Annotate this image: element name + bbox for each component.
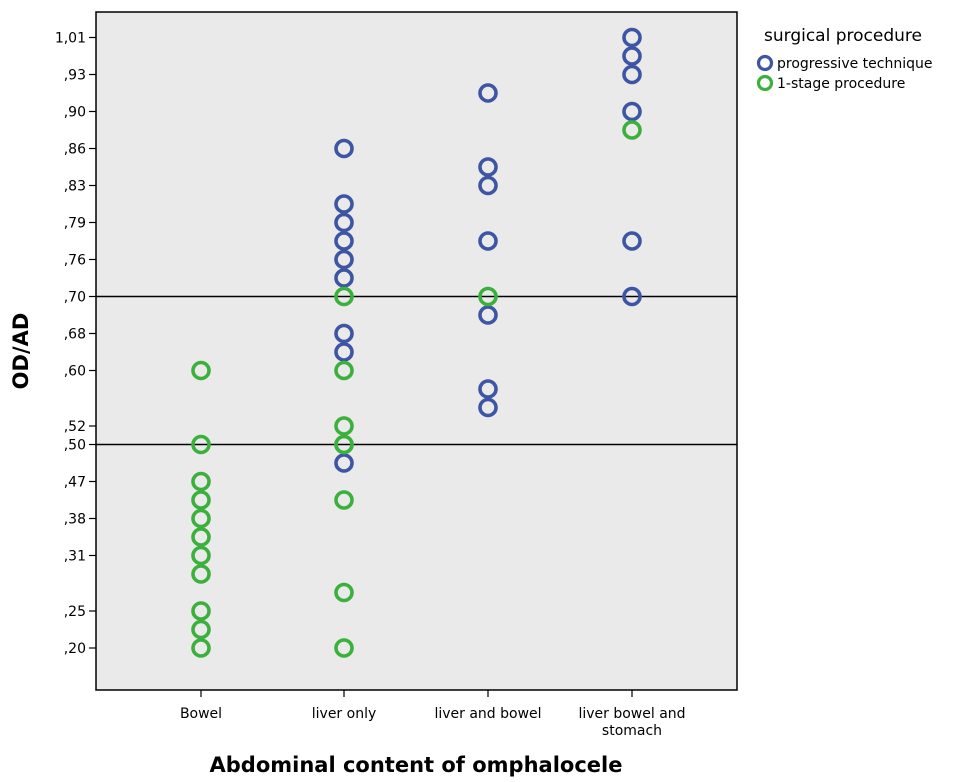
- y-tick-label: ,50: [64, 438, 86, 454]
- data-point: [334, 638, 354, 658]
- legend-title: surgical procedure: [764, 26, 922, 46]
- plot-area: [95, 11, 738, 691]
- legend: surgical procedure progressive technique…: [756, 26, 932, 92]
- y-tick-label: ,31: [64, 549, 86, 565]
- y-tick-label: ,90: [64, 105, 86, 121]
- data-point: [478, 175, 498, 196]
- data-point: [334, 582, 354, 603]
- y-tick-label: ,76: [64, 253, 86, 269]
- data-point: [191, 527, 211, 547]
- data-point: [191, 619, 211, 640]
- y-tick-label: ,70: [64, 290, 86, 306]
- data-point: [191, 434, 211, 455]
- x-tick-label: stomach: [602, 723, 662, 739]
- data-point: [478, 231, 498, 251]
- y-axis-title: OD/AD: [9, 313, 33, 390]
- legend-marker: [756, 74, 774, 92]
- x-tick-label: liver only: [312, 706, 377, 722]
- y-tick-label: ,86: [64, 142, 86, 158]
- data-point: [191, 508, 211, 529]
- data-point: [191, 360, 211, 381]
- data-point: [191, 564, 211, 584]
- x-axis-title: Abdominal content of omphalocele: [210, 753, 623, 777]
- data-point: [622, 64, 642, 85]
- data-point: [334, 323, 354, 344]
- y-tick-label: ,83: [64, 179, 86, 195]
- data-point: [334, 194, 354, 214]
- data-point: [334, 342, 354, 362]
- data-point: [334, 249, 354, 270]
- data-point: [334, 416, 354, 436]
- data-point: [478, 305, 498, 325]
- data-point: [478, 379, 498, 399]
- y-tick-label: ,25: [64, 604, 86, 620]
- legend-label: 1-stage procedure: [777, 76, 905, 92]
- data-point: [478, 286, 498, 307]
- data-point: [622, 46, 642, 66]
- y-tick-label: ,20: [64, 641, 86, 657]
- data-point: [191, 545, 211, 566]
- data-point: [334, 490, 354, 510]
- y-tick-label: ,68: [64, 327, 86, 343]
- legend-label: progressive technique: [777, 56, 932, 72]
- data-point: [334, 231, 354, 251]
- data-point: [334, 138, 354, 159]
- legend-marker: [756, 54, 774, 72]
- data-point: [622, 120, 642, 140]
- x-tick-label: liver and bowel: [434, 706, 541, 722]
- data-point: [478, 83, 498, 103]
- data-point: [622, 286, 642, 307]
- data-point: [191, 490, 211, 510]
- data-point: [334, 286, 354, 307]
- y-tick-label: ,52: [64, 419, 86, 435]
- data-point: [334, 434, 354, 455]
- y-tick-label: ,93: [64, 68, 86, 84]
- data-point: [622, 101, 642, 122]
- y-tick-label: ,60: [64, 364, 86, 380]
- data-point: [334, 453, 354, 473]
- y-tick-label: ,38: [64, 512, 86, 528]
- data-point: [478, 157, 498, 177]
- x-tick-label: Bowel: [180, 706, 222, 722]
- data-point: [191, 601, 211, 621]
- data-point: [191, 471, 211, 492]
- data-point: [622, 231, 642, 251]
- y-tick-label: 1,01: [55, 31, 86, 47]
- y-tick-label: ,47: [64, 475, 86, 491]
- data-point: [622, 27, 642, 48]
- data-point: [334, 360, 354, 381]
- data-point: [191, 638, 211, 658]
- data-point: [334, 212, 354, 233]
- x-tick-label: liver bowel and: [578, 706, 685, 722]
- data-point: [334, 268, 354, 288]
- data-point: [478, 397, 498, 418]
- y-tick-label: ,79: [64, 216, 86, 232]
